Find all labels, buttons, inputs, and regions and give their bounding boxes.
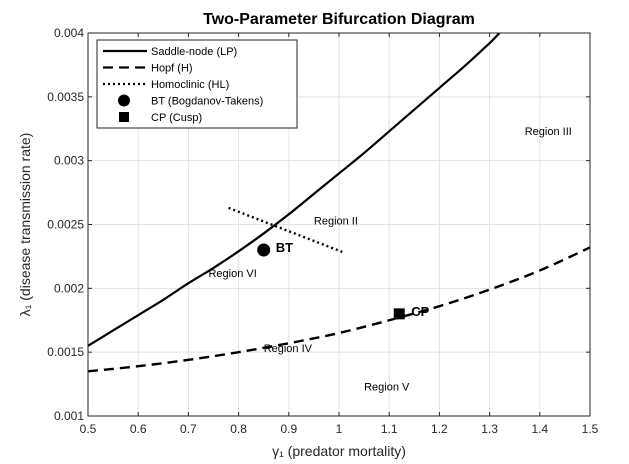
x-tick-label: 0.7: [180, 422, 197, 436]
y-tick-label: 0.0035: [47, 90, 84, 104]
bt-point-label: BT: [276, 240, 293, 255]
x-tick-label: 1.3: [481, 422, 498, 436]
cp-point-marker: [393, 308, 405, 320]
region-label: Region III: [525, 126, 572, 138]
legend-label: Homoclinic (HL): [151, 79, 229, 91]
x-tick-label: 1.2: [431, 422, 448, 436]
series-hopf-line: [88, 246, 590, 373]
region-label: Region V: [364, 381, 410, 393]
legend-box: [96, 39, 298, 129]
series-saddle-node-line: [88, 33, 533, 347]
x-tick-label: 0.6: [130, 422, 147, 436]
legend-swatch-square: [119, 112, 129, 122]
y-tick-label: 0.001: [54, 409, 84, 423]
series-layer: [88, 33, 590, 373]
chart-title: Two-Parameter Bifurcation Diagram: [203, 11, 475, 28]
y-tick-label: 0.004: [54, 26, 84, 40]
y-tick-label: 0.0025: [47, 218, 84, 232]
x-axis-label: γ₁ (predator mortality): [272, 443, 406, 459]
region-label: Region II: [314, 216, 358, 228]
x-tick-label: 1.4: [531, 422, 548, 436]
series-homoclinic-line: [228, 206, 345, 254]
x-tick-label: 1.5: [582, 422, 599, 436]
legend-label: CP (Cusp): [151, 112, 202, 124]
y-tick-label: 0.003: [54, 154, 84, 168]
region-label: Region VI: [208, 268, 256, 280]
annotations-layer: Region III Region II Region VI Region IV Reg…: [208, 126, 571, 393]
x-tick-label: 0.5: [80, 422, 97, 436]
y-tick-label: 0.0015: [47, 345, 84, 359]
legend-label: Saddle-node (LP): [151, 46, 237, 58]
x-tick-label: 1.1: [381, 422, 398, 436]
legend-label: BT (Bogdanov-Takens): [151, 96, 263, 108]
legend: Saddle-node (LP) Hopf (H) Homoclinic (HL) B…: [96, 39, 298, 129]
x-tick-label: 0.9: [280, 422, 297, 436]
x-tick-label: 0.8: [230, 422, 247, 436]
legend-label: Hopf (H): [151, 63, 193, 75]
points-layer: BT CP: [257, 240, 430, 320]
bt-point-marker: [257, 243, 271, 257]
region-label: Region IV: [264, 343, 313, 355]
y-axis-label: λ₁ (disease transmission rate): [17, 133, 33, 317]
legend-swatch-circle: [118, 94, 130, 107]
y-tick-label: 0.002: [54, 281, 84, 295]
ticks: 0.5 0.6 0.7 0.8 0.9 1 1.1 1.2 1.3 1.4 1.5 0.001 0.00…: [47, 26, 598, 436]
cp-point-label: CP: [411, 304, 429, 319]
x-tick-label: 1: [336, 422, 343, 436]
